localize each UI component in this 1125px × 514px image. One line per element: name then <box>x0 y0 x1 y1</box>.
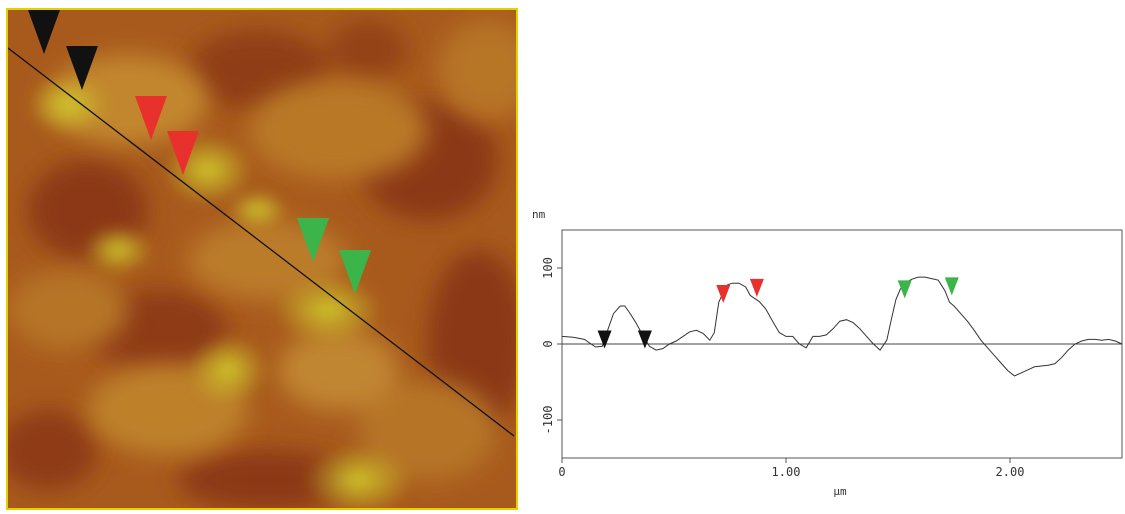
profile-marker-triangle <box>897 280 912 299</box>
profile-marker-triangle <box>597 330 612 349</box>
y-tick-label: 0 <box>541 340 555 347</box>
y-tick-label: 100 <box>541 257 555 279</box>
afm-marker-triangle <box>339 250 371 294</box>
profile-marker-triangle <box>749 278 764 297</box>
afm-marker-triangle <box>167 131 199 175</box>
profile-marker-triangle <box>637 330 652 349</box>
afm-marker-triangle <box>66 46 98 90</box>
x-tick-label: 2.00 <box>996 465 1025 479</box>
x-tick-label: 0 <box>558 465 565 479</box>
afm-marker-triangle <box>28 10 60 54</box>
profile-series-line <box>561 276 1123 377</box>
afm-markers <box>28 10 371 294</box>
x-axis-unit: µm <box>833 485 847 498</box>
y-tick-label: -100 <box>541 406 555 435</box>
y-axis-ticks: 100 0 -100 <box>541 257 562 434</box>
afm-height-image <box>6 8 518 510</box>
afm-marker-triangle <box>297 218 329 262</box>
height-profile-chart: nm 0 1.00 2.00 100 0 -100 µm <box>530 205 1125 510</box>
y-axis-unit: nm <box>532 208 546 221</box>
profile-markers <box>597 277 959 349</box>
afm-scan-line <box>8 47 515 437</box>
x-axis-ticks: 0 1.00 2.00 <box>558 458 1024 479</box>
profile-marker-triangle <box>944 277 959 296</box>
afm-marker-triangle <box>135 96 167 140</box>
x-tick-label: 1.00 <box>772 465 801 479</box>
profile-marker-triangle <box>716 284 731 303</box>
